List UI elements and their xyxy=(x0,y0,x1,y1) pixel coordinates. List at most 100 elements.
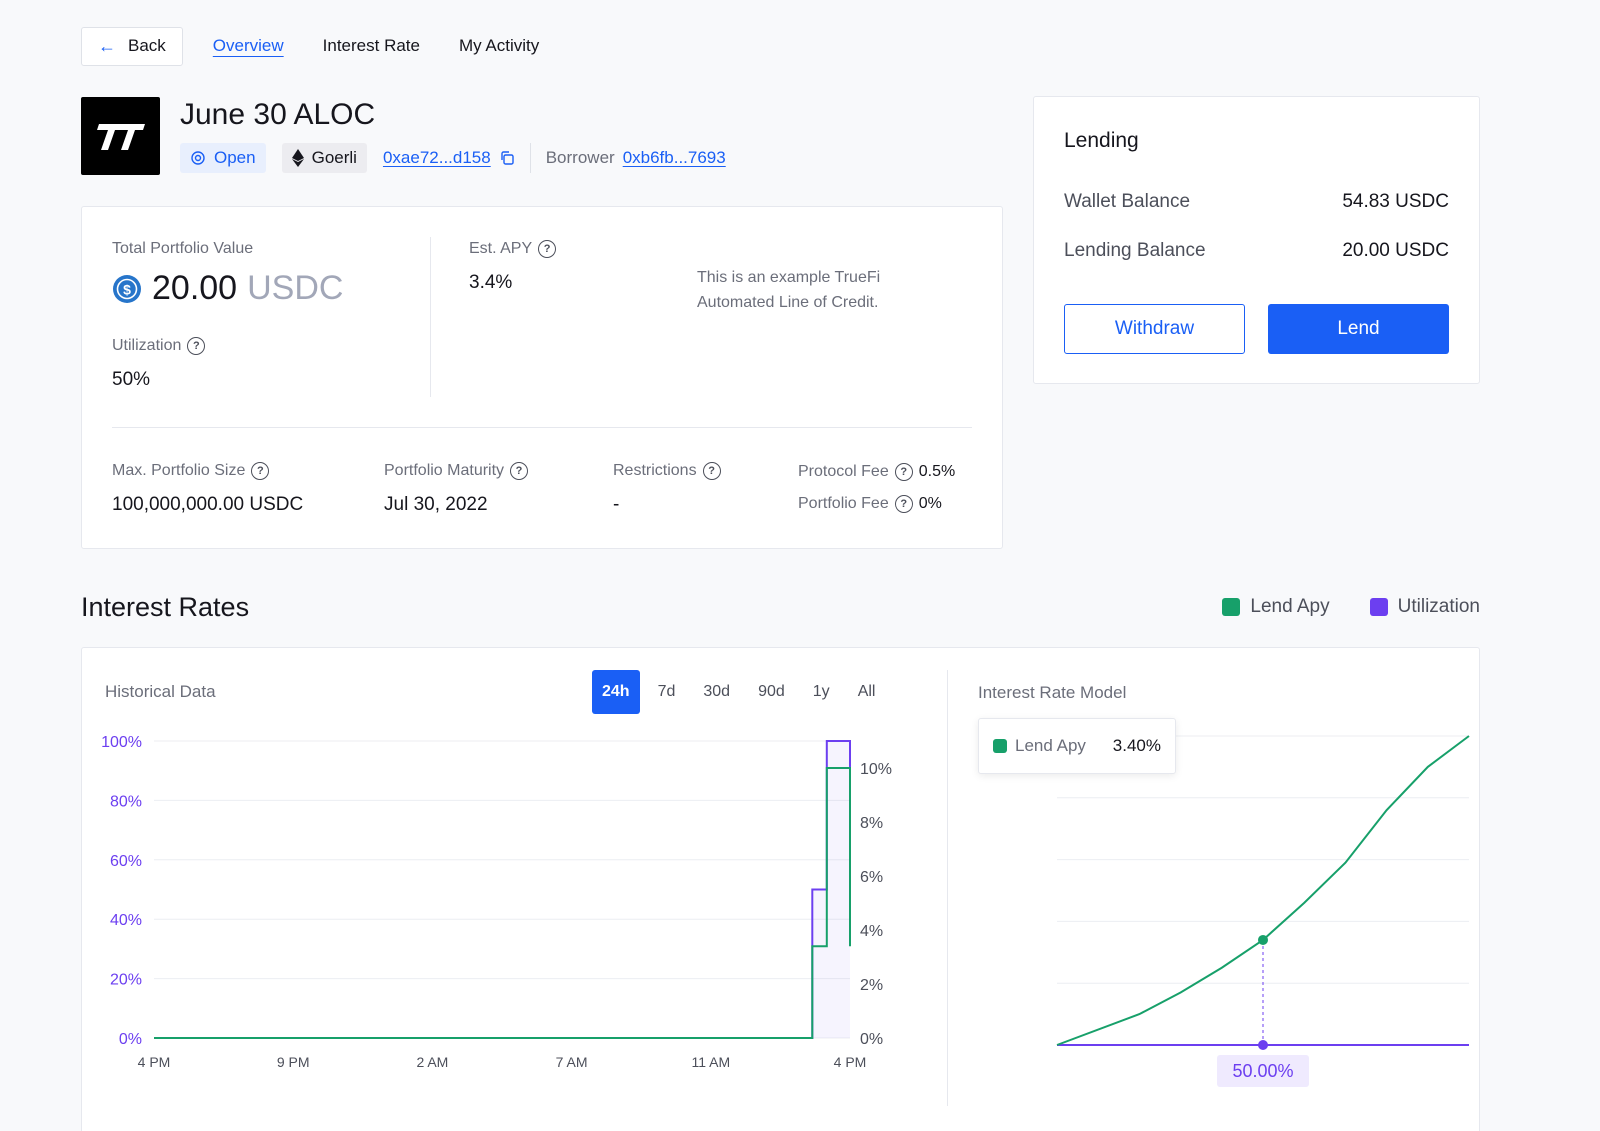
borrower-address-link[interactable]: 0xb6fb...7693 xyxy=(622,148,726,167)
utilization-label-group: Utilization ? xyxy=(112,337,206,355)
tab-my-activity[interactable]: My Activity xyxy=(458,36,540,55)
page-title: June 30 ALOC xyxy=(180,98,376,131)
status-badge: Open xyxy=(180,143,266,173)
top-nav: ← Back Overview Interest Rate My Activit… xyxy=(81,26,539,66)
radio-status-icon xyxy=(191,151,205,165)
divider xyxy=(529,143,531,173)
portfolio-summary-card: Total Portfolio Value $ 20.00 USDC Utili… xyxy=(81,206,1003,549)
y-right-tick-label: 8% xyxy=(860,815,883,832)
lend-button[interactable]: Lend xyxy=(1268,304,1449,354)
tab-interest-rate[interactable]: Interest Rate xyxy=(322,36,420,55)
portfolio-fee-group: Portfolio Fee ? 0% xyxy=(798,495,942,513)
portfolio-description: This is an example TrueFi Automated Line… xyxy=(697,269,881,311)
maturity-value: Jul 30, 2022 xyxy=(384,494,488,515)
lending-card: Lending Wallet Balance 54.83 USDC Lendin… xyxy=(1033,96,1480,384)
chart-legend: Lend Apy Utilization xyxy=(1222,596,1480,618)
maturity-label: Portfolio Maturity xyxy=(384,462,505,479)
range-7d[interactable]: 7d xyxy=(657,683,676,700)
legend-item-utilization: Utilization xyxy=(1369,596,1480,618)
status-label: Open xyxy=(214,148,256,167)
marker-label-bg xyxy=(1217,1055,1309,1087)
lending-balance-row: Lending Balance 20.00 USDC xyxy=(1064,240,1449,262)
y-left-tick-label: 40% xyxy=(110,912,142,929)
apy-label: Est. APY xyxy=(469,240,533,257)
wallet-balance-value: 54.83 USDC xyxy=(1342,191,1449,212)
marker-point xyxy=(1258,934,1268,945)
help-icon[interactable]: ? xyxy=(510,462,529,480)
x-tick-label: 2 AM xyxy=(416,1054,448,1070)
chart-tooltip: Lend Apy 3.40% xyxy=(978,718,1176,774)
restrictions-label: Restrictions xyxy=(613,462,697,479)
max-size-value: 100,000,000.00 USDC xyxy=(112,494,304,515)
divider xyxy=(947,670,948,1106)
restrictions-label-group: Restrictions ? xyxy=(613,462,721,480)
help-icon[interactable]: ? xyxy=(702,462,721,480)
legend-label-utilization: Utilization xyxy=(1397,596,1480,617)
y-left-tick-label: 80% xyxy=(110,793,142,810)
tooltip-value: 3.40% xyxy=(1112,736,1161,755)
total-value-amount: 20.00 xyxy=(152,269,238,307)
max-size-label: Max. Portfolio Size xyxy=(112,462,246,479)
historical-chart: 0% 20% 40% 60% 80% 100% 0% 2% 4% 6% 8% 10% 4 PM 9 PM 2… xyxy=(101,734,892,1070)
wallet-balance-label: Wallet Balance xyxy=(1064,191,1191,212)
lending-title: Lending xyxy=(1064,129,1139,152)
svg-text:$: $ xyxy=(123,281,131,297)
legend-swatch-utilization xyxy=(1369,598,1388,616)
withdraw-button[interactable]: Withdraw xyxy=(1064,304,1245,354)
utilization-label: Utilization xyxy=(112,337,182,354)
help-icon[interactable]: ? xyxy=(894,495,913,513)
legend-item-lend-apy: Lend Apy xyxy=(1222,596,1330,618)
historical-chart-title: Historical Data xyxy=(105,682,216,701)
legend-swatch-lend-apy xyxy=(1222,598,1241,616)
help-icon[interactable]: ? xyxy=(251,462,270,480)
help-icon[interactable]: ? xyxy=(538,240,557,258)
portfolio-header: June 30 ALOC Open Goerli 0xae72...d158 xyxy=(81,97,726,175)
portfolio-fee-label: Portfolio Fee xyxy=(798,495,889,512)
portfolio-fee-value: 0% xyxy=(918,495,942,512)
lending-balance-value: 20.00 USDC xyxy=(1342,240,1449,261)
interest-charts-card: Historical Data 24h 7d 30d 90d 1y All 0%… xyxy=(81,647,1480,1131)
time-range-selector: 24h 7d 30d 90d 1y All xyxy=(592,670,893,714)
nav-tabs: Overview Interest Rate My Activity xyxy=(213,36,539,56)
model-chart-title: Interest Rate Model xyxy=(978,683,1127,702)
range-24h[interactable]: 24h xyxy=(592,670,640,714)
lending-balance-label: Lending Balance xyxy=(1064,240,1206,261)
back-button[interactable]: ← Back xyxy=(81,26,183,66)
protocol-fee-value: 0.5% xyxy=(918,463,956,480)
range-30d[interactable]: 30d xyxy=(703,683,731,700)
y-left-tick-label: 100% xyxy=(101,734,142,751)
help-icon[interactable]: ? xyxy=(187,337,206,355)
help-icon[interactable]: ? xyxy=(894,463,913,481)
legend-label-lend-apy: Lend Apy xyxy=(1250,596,1330,617)
max-size-label-group: Max. Portfolio Size ? xyxy=(112,462,270,480)
range-all[interactable]: All xyxy=(857,683,876,700)
usdc-icon: $ xyxy=(113,274,141,303)
portfolio-address-link[interactable]: 0xae72...d158 xyxy=(382,148,491,167)
wallet-balance-row: Wallet Balance 54.83 USDC xyxy=(1064,191,1449,213)
x-tick-label: 4 PM xyxy=(138,1054,171,1070)
range-90d[interactable]: 90d xyxy=(758,683,785,700)
x-tick-label: 11 AM xyxy=(691,1054,730,1070)
utilization-area xyxy=(154,741,850,1038)
back-label: Back xyxy=(128,36,166,55)
y-right-tick-label: 2% xyxy=(860,977,883,994)
total-value-unit: USDC xyxy=(247,269,344,307)
truefi-logo xyxy=(81,97,160,175)
portfolio-address: 0xae72...d158 xyxy=(383,148,515,168)
y-right-tick-label: 6% xyxy=(860,869,883,886)
ethereum-icon xyxy=(291,149,304,167)
copy-icon[interactable] xyxy=(499,150,515,166)
marker-base-point xyxy=(1258,1040,1268,1050)
lend-apy-curve xyxy=(1056,735,1470,1046)
x-tick-label: 7 AM xyxy=(556,1054,588,1070)
apy-label-group: Est. APY ? xyxy=(469,240,557,258)
utilization-value: 50% xyxy=(112,369,151,390)
divider xyxy=(112,427,972,428)
range-1y[interactable]: 1y xyxy=(812,683,830,700)
protocol-fee-label: Protocol Fee xyxy=(798,463,889,480)
maturity-label-group: Portfolio Maturity ? xyxy=(384,462,529,480)
tooltip-label: Lend Apy xyxy=(1015,736,1086,755)
tab-overview[interactable]: Overview xyxy=(212,36,284,55)
total-value: $ 20.00 USDC xyxy=(112,269,343,308)
section-title: Interest Rates xyxy=(81,592,250,622)
